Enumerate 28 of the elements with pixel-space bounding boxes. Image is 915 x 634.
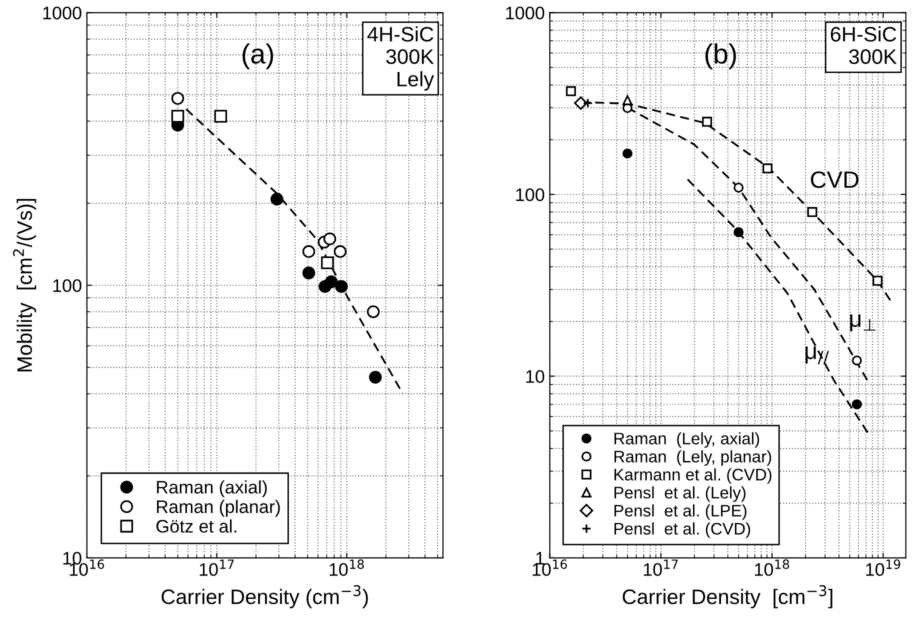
legend-label: Raman (Lely, axial) (614, 432, 760, 448)
legend-label: Pensl et al. (CVD) (614, 522, 750, 538)
legend-label: Raman (Lely, planar) (614, 450, 772, 466)
x-axis-title: Carrier Density (cm$^{−3}$) (162, 585, 368, 608)
y-tick-label: 10 (526, 370, 544, 383)
legend-label: Raman (planar) (157, 500, 280, 517)
annotation: μ$_{⊥}$ (850, 314, 876, 332)
annotation: (b) (705, 43, 736, 70)
legend-label: Pensl et al. (Lely) (614, 486, 746, 502)
x-tick-label: 10$^{18}$ (330, 559, 364, 576)
x-tick-label: 10$^{17}$ (200, 560, 234, 576)
y-axis-title: Mobility [cm$^{2}$/(Vs)] (13, 199, 36, 372)
legend-label: Raman (axial) (157, 480, 267, 498)
x-tick-label: 10$^{18}$ (755, 559, 790, 576)
legend-label: Karmann et al. (CVD) (614, 468, 772, 484)
legend-label: Götz et al. (156, 519, 236, 533)
annotation: CVD (810, 171, 858, 188)
x-axis-title: Carrier Density [cm$^{−3}$] (622, 585, 832, 608)
y-tick-label: 1000 (43, 6, 82, 20)
annotation: (a) (242, 43, 274, 70)
legend-label: Pensl et al. (LPE) (614, 504, 746, 520)
x-tick-label: 10$^{17}$ (644, 560, 678, 576)
annotation: 6H-SiC 300K (830, 26, 897, 64)
y-tick-label: 1000 (506, 6, 544, 20)
annotation: 4H-SiC 300K Lely (367, 26, 434, 91)
y-tick-label: 100 (516, 188, 544, 202)
y-tick-label: 100 (53, 279, 82, 292)
x-tick-label: 10$^{19}$ (866, 559, 900, 576)
